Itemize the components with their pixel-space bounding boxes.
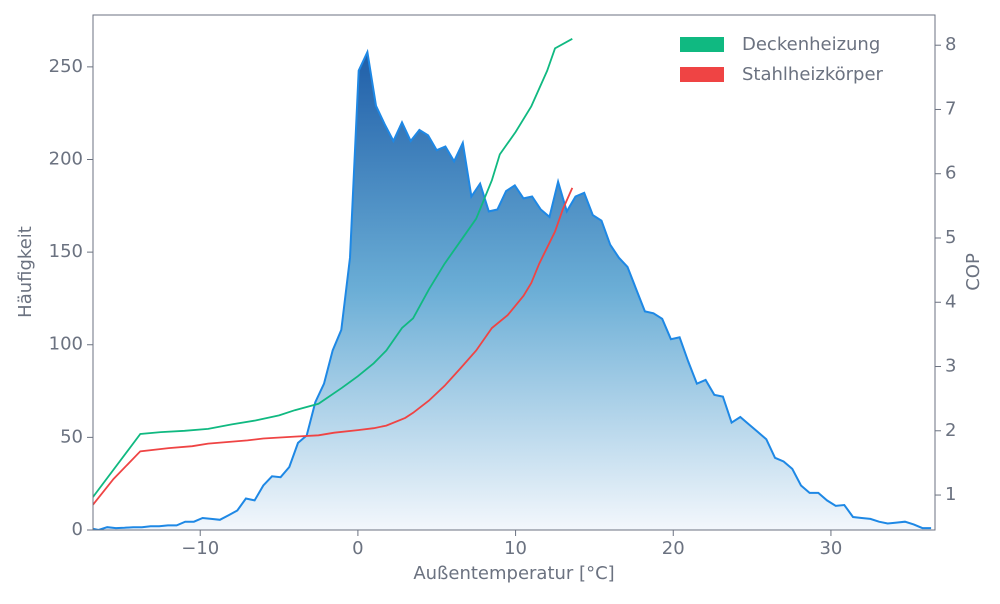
x-tick-label: 20 xyxy=(662,538,685,559)
plot-frame xyxy=(92,14,936,531)
legend-swatch xyxy=(680,67,724,82)
area xyxy=(93,52,932,530)
y2-tick-label: 1 xyxy=(945,484,956,505)
y2-tick-label: 2 xyxy=(945,420,956,441)
legend-label: Deckenheizung xyxy=(742,34,880,55)
y2-tick-label: 8 xyxy=(945,34,956,55)
x-tick-label: 0 xyxy=(352,538,363,559)
y-tick-label: 250 xyxy=(49,56,83,77)
x-tick-label: 30 xyxy=(819,538,842,559)
line xyxy=(93,48,932,530)
y2-tick-label: 6 xyxy=(945,163,956,184)
y-axis-label: Häufigkeit xyxy=(15,226,36,318)
legend-label: Stahlheizkörper xyxy=(742,64,884,85)
y-tick-label: 200 xyxy=(49,148,83,169)
y2-tick-label: 7 xyxy=(945,98,956,119)
x-axis-label: Außentemperatur [°C] xyxy=(413,563,614,584)
x-tick-label: −10 xyxy=(181,538,219,559)
y2-tick-label: 3 xyxy=(945,356,956,377)
y-tick-label: 150 xyxy=(49,241,83,262)
legend-swatch xyxy=(680,37,724,52)
y2-tick-label: 4 xyxy=(945,291,956,312)
y-tick-label: 0 xyxy=(72,519,83,540)
line xyxy=(93,38,573,498)
y2-tick-label: 5 xyxy=(945,227,956,248)
y2-axis-label: COP xyxy=(963,253,984,291)
line xyxy=(93,187,574,506)
x-tick-label: 10 xyxy=(504,538,527,559)
y-tick-label: 50 xyxy=(60,426,83,447)
y-tick-label: 100 xyxy=(49,334,83,355)
